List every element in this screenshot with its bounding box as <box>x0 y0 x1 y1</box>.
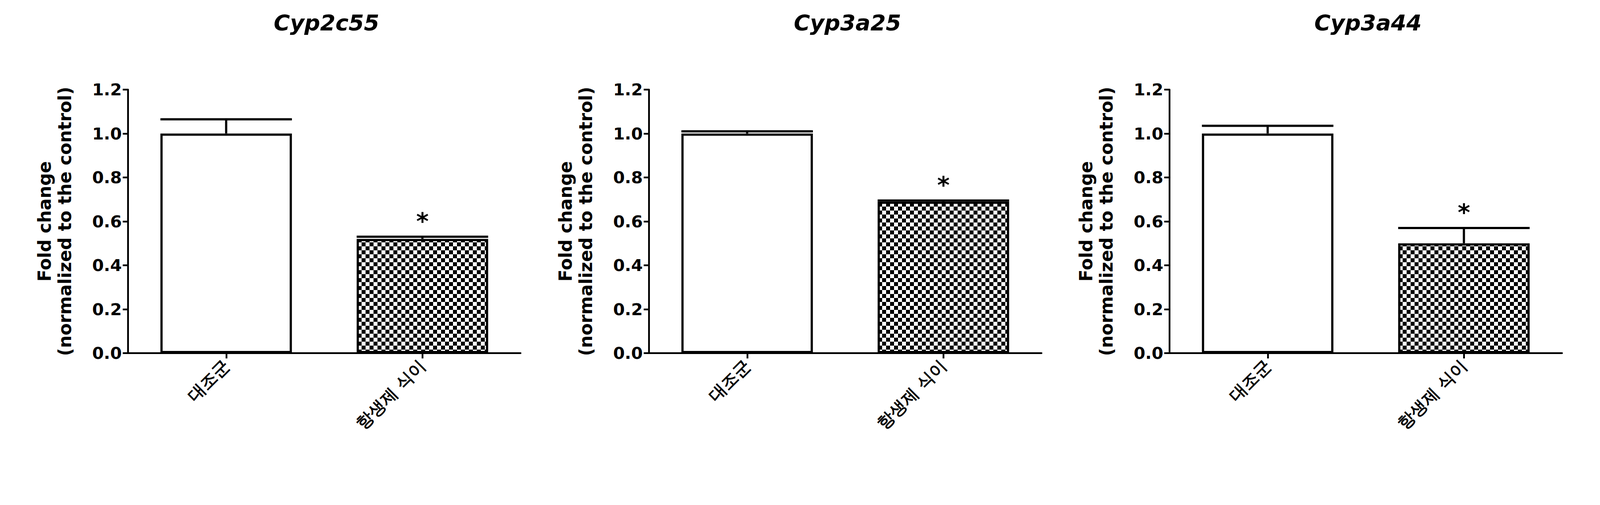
svg-text:대조군: 대조군 <box>1225 355 1275 406</box>
svg-text:1.0: 1.0 <box>613 124 643 144</box>
svg-text:0.8: 0.8 <box>92 167 122 188</box>
svg-text:Fold change: Fold change <box>555 161 576 282</box>
svg-text:항생제 식이: 항생제 식이 <box>872 355 951 434</box>
svg-text:0.2: 0.2 <box>92 299 122 320</box>
svg-text:*: * <box>937 171 950 200</box>
svg-text:0.2: 0.2 <box>613 299 643 320</box>
svg-text:1.0: 1.0 <box>1133 124 1164 144</box>
svg-text:0.0: 0.0 <box>92 343 122 363</box>
svg-text:(normalized to the control): (normalized to the control) <box>1096 86 1117 356</box>
svg-text:0.6: 0.6 <box>92 211 122 232</box>
svg-text:0.0: 0.0 <box>1133 343 1164 363</box>
svg-text:1.2: 1.2 <box>92 79 122 100</box>
svg-text:0.4: 0.4 <box>613 255 643 276</box>
svg-text:Cyp3a44: Cyp3a44 <box>1314 10 1422 36</box>
svg-text:0.8: 0.8 <box>1133 167 1164 188</box>
svg-text:0.4: 0.4 <box>92 255 122 276</box>
svg-text:0.6: 0.6 <box>613 211 643 232</box>
svg-text:항생제 식이: 항생제 식이 <box>351 355 430 434</box>
svg-text:항생제 식이: 항생제 식이 <box>1393 355 1471 434</box>
svg-text:1.2: 1.2 <box>1133 79 1164 100</box>
svg-text:Fold change: Fold change <box>1075 161 1097 282</box>
svg-text:0.0: 0.0 <box>613 343 643 363</box>
svg-text:0.4: 0.4 <box>1133 255 1164 276</box>
svg-text:Cyp2c55: Cyp2c55 <box>273 10 380 36</box>
svg-text:0.2: 0.2 <box>1133 299 1164 320</box>
svg-text:0.8: 0.8 <box>613 167 643 188</box>
svg-text:Cyp3a25: Cyp3a25 <box>793 10 902 36</box>
svg-text:0.6: 0.6 <box>1133 211 1164 232</box>
svg-text:1.2: 1.2 <box>613 79 643 100</box>
svg-text:Fold change: Fold change <box>34 161 55 282</box>
svg-text:(normalized to the control): (normalized to the control) <box>575 86 597 356</box>
svg-text:대조군: 대조군 <box>704 355 755 406</box>
svg-text:(normalized to the control): (normalized to the control) <box>54 86 76 356</box>
svg-text:*: * <box>416 207 429 236</box>
svg-text:*: * <box>1457 198 1471 227</box>
svg-text:1.0: 1.0 <box>92 124 122 144</box>
svg-text:대조군: 대조군 <box>183 355 234 406</box>
